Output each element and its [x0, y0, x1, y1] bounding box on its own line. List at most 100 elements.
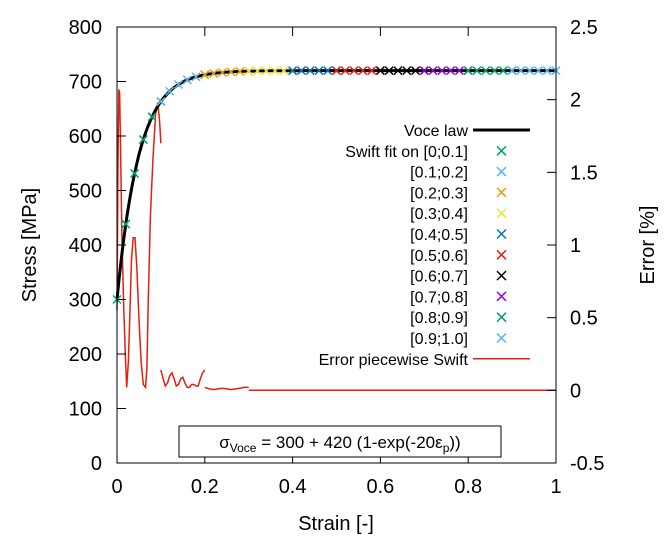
- y-tick-label: 400: [69, 235, 102, 257]
- legend-swatch-swift: [496, 332, 507, 344]
- swift-fit-point: [226, 67, 236, 77]
- marker-stroke: [138, 135, 148, 145]
- swift-fit-point: [375, 66, 385, 76]
- x-tick-label: 1: [550, 476, 561, 498]
- swift-fit-point: [173, 79, 183, 90]
- legend-swatch-swift: [496, 291, 507, 302]
- marker-stroke: [410, 66, 421, 76]
- y-tick-label: 600: [69, 126, 102, 148]
- swift-fit-point: [419, 66, 429, 76]
- y2-tick-label: -0.5: [570, 453, 604, 475]
- marker-stroke: [533, 66, 543, 76]
- marker-stroke: [375, 66, 385, 76]
- marker-stroke: [209, 68, 219, 78]
- y2-tick-label: 2.5: [570, 17, 598, 39]
- swift-fit-point: [235, 66, 245, 76]
- y2-tick-label: 1.5: [570, 162, 598, 184]
- swift-fit-point: [270, 66, 280, 76]
- swift-fit-point: [323, 66, 333, 76]
- legend-label-swift: [0.9;1.0]: [410, 331, 468, 348]
- legend-label-swift: [0.3;0.4]: [410, 206, 468, 223]
- marker-stroke: [496, 270, 507, 281]
- y2-tick-label: 0.5: [570, 308, 598, 330]
- legend-swatch-swift: [496, 228, 507, 240]
- marker-stroke: [428, 66, 438, 76]
- marker-stroke: [270, 66, 280, 76]
- swift-fit-point: [147, 112, 157, 122]
- legend-label-swift: [0.5;0.6]: [410, 248, 468, 265]
- marker-stroke: [525, 66, 535, 76]
- legend-swatch-swift: [496, 145, 507, 156]
- marker-stroke: [226, 67, 236, 77]
- legend-label-swift: [0.7;0.8]: [410, 289, 468, 306]
- marker-stroke: [261, 66, 271, 76]
- marker-stroke: [217, 67, 227, 78]
- swift-fit-point: [209, 68, 219, 78]
- equation-subscript-p: p: [443, 441, 450, 455]
- y-axis-title: Stress [MPa]: [19, 188, 41, 302]
- marker-stroke: [402, 66, 412, 76]
- swift-fit-point: [516, 66, 526, 76]
- y-tick-label: 300: [69, 290, 102, 312]
- marker-stroke: [121, 219, 131, 229]
- marker-stroke: [496, 312, 507, 323]
- marker-stroke: [323, 66, 333, 76]
- voce-law-line: [115, 69, 556, 300]
- x-tick-label: 0.4: [279, 476, 307, 498]
- legend-label-swift: [0.2;0.3]: [410, 185, 468, 202]
- legend-label-swift: [0.6;0.7]: [410, 269, 468, 286]
- swift-fit-point: [367, 66, 377, 76]
- equation-sigma: σ: [219, 433, 230, 452]
- x-tick-label: 0.2: [191, 476, 219, 498]
- swift-fit-point: [340, 66, 350, 76]
- marker-stroke: [165, 86, 175, 96]
- marker-stroke: [296, 66, 306, 76]
- swift-fit-point: [191, 72, 201, 82]
- marker-stroke: [393, 66, 403, 76]
- marker-stroke: [472, 66, 482, 76]
- y-tick-label: 200: [69, 344, 102, 366]
- legend-swatch-swift: [496, 187, 507, 198]
- swift-fit-point: [393, 66, 403, 76]
- swift-fit-point: [472, 66, 482, 76]
- marker-stroke: [516, 66, 526, 76]
- swift-fit-point: [296, 66, 306, 76]
- swift-fit-point: [507, 66, 517, 76]
- swift-fit-point: [463, 66, 473, 76]
- legend-swatch-swift: [496, 249, 507, 260]
- marker-stroke: [496, 228, 507, 240]
- marker-stroke: [490, 66, 500, 76]
- swift-fit-point: [288, 66, 298, 76]
- legend-swatch-swift: [496, 312, 507, 323]
- marker-stroke: [279, 66, 289, 76]
- marker-stroke: [384, 66, 394, 76]
- y-tick-label: 500: [69, 181, 102, 203]
- marker-stroke: [191, 72, 201, 82]
- marker-stroke: [367, 66, 377, 76]
- equation-body: = 300 + 420 (1-exp(-20ε: [256, 433, 443, 452]
- equation-box: [178, 425, 502, 458]
- swift-fit-point: [454, 66, 464, 76]
- swift-fit-point: [244, 66, 254, 76]
- marker-stroke: [419, 66, 429, 76]
- legend: Voce law Swift fit on [0;0.1] [0.1;0.2] [0.…: [319, 123, 530, 369]
- legend-label-swift: [0.1;0.2]: [410, 165, 468, 182]
- swift-fit-point: [182, 75, 192, 85]
- marker-stroke: [481, 66, 491, 76]
- marker-stroke: [244, 66, 254, 76]
- y2-tick-label: 1: [570, 235, 581, 257]
- swift-fit-point: [384, 66, 394, 76]
- marker-stroke: [498, 66, 508, 76]
- swift-fit-point: [428, 66, 438, 76]
- swift-fit-point: [525, 66, 535, 76]
- marker-stroke: [235, 66, 245, 76]
- swift-fit-point: [261, 66, 271, 76]
- legend-label-error: Error piecewise Swift: [319, 352, 469, 369]
- marker-stroke: [496, 166, 507, 177]
- plot-frame: [116, 26, 557, 464]
- marker-stroke: [446, 66, 456, 76]
- x-tick-label: 0.8: [454, 476, 482, 498]
- swift-fit-point: [305, 66, 315, 76]
- y-tick-label: 0: [91, 453, 102, 475]
